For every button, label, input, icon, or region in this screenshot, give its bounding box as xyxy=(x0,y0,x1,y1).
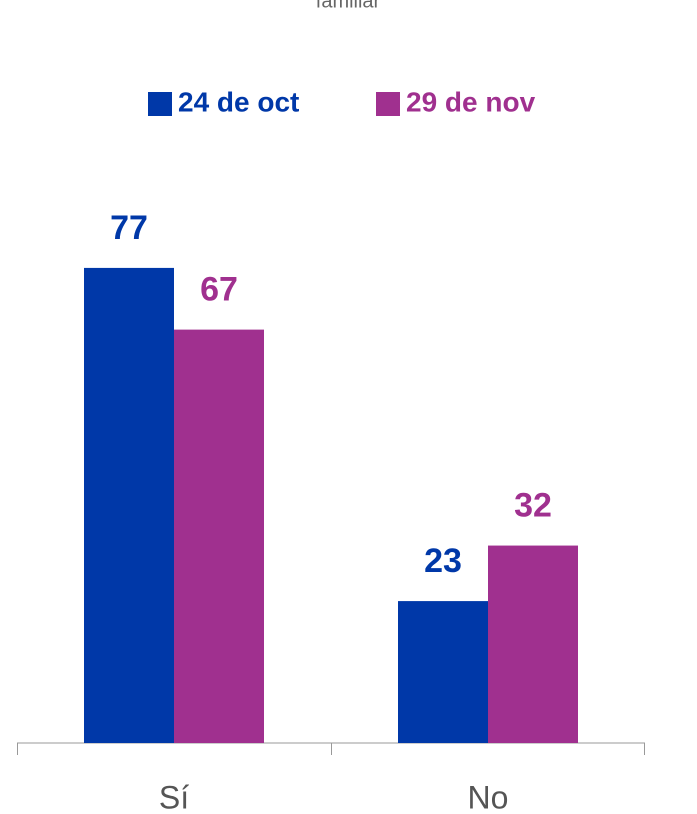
x-tick-label: No xyxy=(468,779,509,814)
bar xyxy=(174,329,264,743)
bar xyxy=(398,601,488,743)
legend-label: 24 de oct xyxy=(178,86,299,117)
data-label: 32 xyxy=(514,487,552,525)
chart-title: familiar xyxy=(316,0,381,12)
bar xyxy=(488,545,578,743)
data-label: 77 xyxy=(110,209,148,247)
legend-swatch xyxy=(376,92,400,116)
x-tick-label: Sí xyxy=(159,779,189,814)
legend-swatch xyxy=(148,92,172,116)
data-label: 67 xyxy=(200,271,238,309)
data-label: 23 xyxy=(424,542,462,580)
legend-label: 29 de nov xyxy=(406,86,536,117)
bar xyxy=(84,267,174,743)
